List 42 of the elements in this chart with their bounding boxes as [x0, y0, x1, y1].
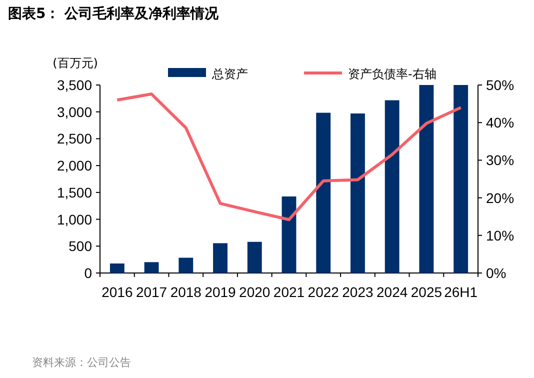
y-tick-label: 1,000	[56, 211, 92, 228]
bar	[419, 85, 434, 273]
x-tick-label: 2019	[204, 284, 236, 300]
line-series	[116, 92, 462, 222]
legend-label: 总资产	[211, 67, 248, 81]
bar	[350, 113, 365, 273]
y2-tick-label: 0%	[486, 265, 506, 281]
bar	[247, 242, 262, 273]
bar	[110, 263, 124, 273]
y-tick-label: 2,500	[56, 130, 92, 147]
y2-tick-label: 30%	[486, 152, 514, 168]
y-tick-label: 500	[68, 238, 92, 254]
x-tick-label: 26H1	[444, 284, 478, 300]
x-tick-label: 2022	[308, 284, 340, 300]
bar	[454, 85, 468, 273]
x-tick-label: 2020	[239, 284, 270, 300]
x-tick-label: 2023	[342, 284, 374, 300]
y-axis-title: (百万元)	[52, 56, 98, 70]
y2-tick-label: 20%	[486, 190, 514, 206]
x-tick-label: 2024	[376, 284, 408, 300]
y-tick-label: 0	[84, 265, 92, 281]
legend-label: 资产负债率-右轴	[348, 67, 436, 81]
y2-tick-label: 50%	[486, 77, 514, 93]
bar	[144, 262, 159, 273]
x-tick-label: 2025	[410, 284, 442, 300]
chart-title: 图表5： 公司毛利率及净利率情况	[8, 5, 220, 22]
x-tick-label: 2017	[136, 284, 168, 300]
x-tick-label: 2018	[170, 284, 202, 300]
y2-tick-label: 40%	[486, 114, 514, 131]
y-tick-label: 3,000	[56, 104, 92, 120]
x-tick-label: 2016	[102, 284, 133, 300]
text: 资料来源：公司公告	[32, 356, 131, 369]
bar	[213, 243, 228, 273]
bar	[384, 100, 400, 273]
bar	[178, 258, 194, 273]
bar	[316, 112, 331, 273]
y2-tick-label: 10%	[486, 227, 514, 244]
y-tick-label: 3,500	[56, 77, 92, 93]
y-tick-label: 1,500	[56, 184, 92, 200]
bar	[282, 196, 296, 273]
y-tick-label: 2,000	[56, 158, 92, 174]
x-tick-label: 2021	[273, 284, 305, 300]
